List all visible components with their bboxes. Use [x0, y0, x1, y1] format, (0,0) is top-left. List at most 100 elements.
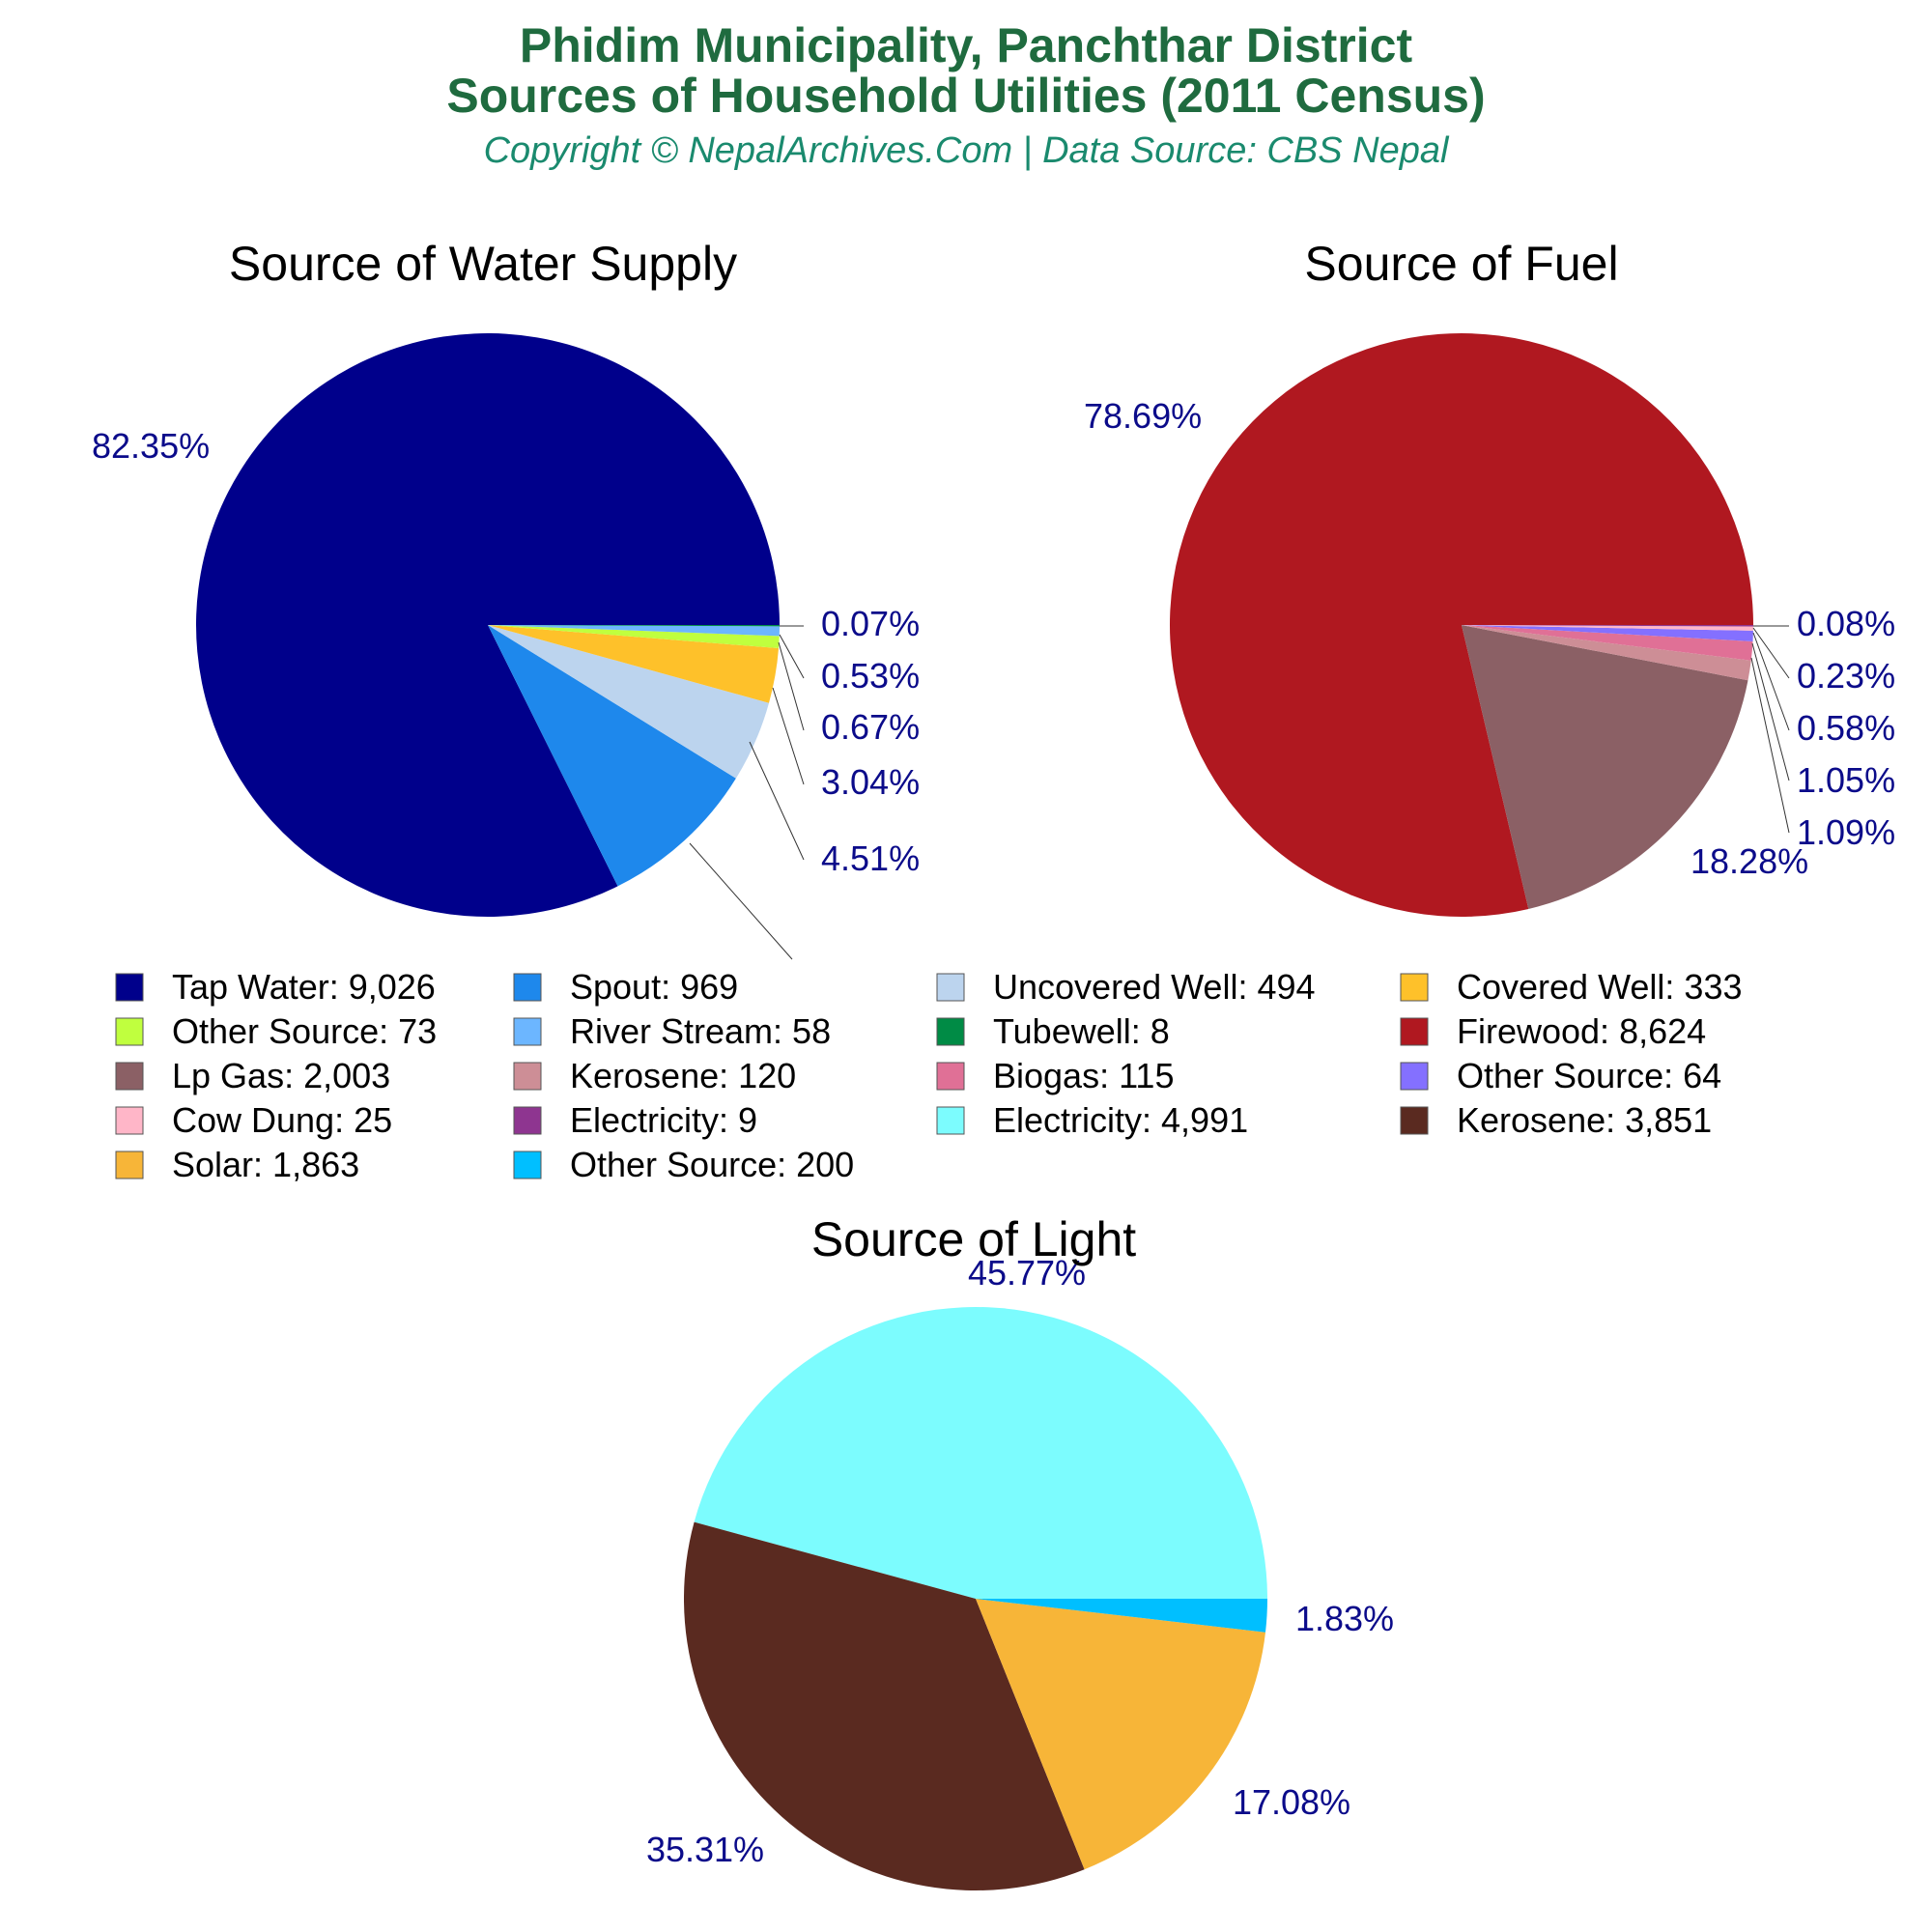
leader-line — [1750, 657, 1790, 834]
pie-slice-cow-dung — [1462, 625, 1753, 631]
pie-title: Source of Light — [811, 1212, 1136, 1266]
legend-swatch — [513, 1151, 542, 1179]
legend-swatch — [115, 1062, 144, 1091]
pie-slice-electricity — [694, 1306, 1267, 1599]
subtitle: Copyright © NepalArchives.Com | Data Sou… — [483, 130, 1449, 171]
legend-item: Cow Dung: 25 — [115, 1100, 392, 1140]
legend-label: Other Source: 73 — [172, 1011, 437, 1051]
legend-item: Spout: 969 — [513, 967, 738, 1007]
legend-label: Kerosene: 3,851 — [1457, 1100, 1712, 1140]
pie-slice-electricity — [1462, 625, 1754, 627]
leader-line — [1752, 627, 1790, 679]
pie-chart-3: 45.77% 35.31% 17.08% 1.83% Source of Light — [646, 1212, 1394, 1891]
slice-percent-label: 0.67% — [821, 707, 920, 747]
legend-label: Uncovered Well: 494 — [993, 967, 1316, 1007]
legend-label: Other Source: 200 — [570, 1145, 854, 1184]
legend-swatch — [513, 1106, 542, 1135]
legend-item: Kerosene: 3,851 — [1400, 1100, 1712, 1140]
pie-slice-other-source — [1462, 625, 1753, 641]
slice-percent-label: 0.53% — [821, 656, 920, 696]
leader-line — [1752, 632, 1790, 731]
legend-item: Solar: 1,863 — [115, 1145, 359, 1184]
pie-slice-tubewell — [488, 625, 781, 627]
legend-item: Electricity: 4,991 — [936, 1100, 1248, 1140]
legend-item: Electricity: 9 — [513, 1100, 757, 1140]
pie-chart-2: 78.69% 18.28%1.09% 1.05% 0.58% 0.23% 0.08% Sou… — [1084, 237, 1895, 918]
legend-swatch — [1400, 1017, 1429, 1046]
pie-slice-covered-well — [488, 625, 780, 703]
legend-label: Biogas: 115 — [993, 1056, 1174, 1095]
slice-percent-label: 17.08% — [1233, 1782, 1350, 1822]
legend-label: Lp Gas: 2,003 — [172, 1056, 390, 1095]
legend-item: Tubewell: 8 — [936, 1011, 1170, 1051]
legend-swatch — [1400, 1062, 1429, 1091]
legend-label: Electricity: 9 — [570, 1100, 757, 1140]
pie-slice-spout — [488, 625, 736, 887]
slice-percent-label: 1.83% — [1295, 1599, 1394, 1638]
legend-label: Other Source: 64 — [1457, 1056, 1721, 1095]
legend-item: Other Source: 200 — [513, 1145, 854, 1184]
slice-percent-label: 0.07% — [821, 604, 920, 643]
legend-item: Uncovered Well: 494 — [936, 967, 1316, 1007]
leader-line — [1751, 642, 1790, 781]
legend-item: Biogas: 115 — [936, 1056, 1174, 1095]
slice-percent-label: 18.28% — [1690, 841, 1808, 881]
pie-title: Source of Fuel — [1304, 237, 1618, 291]
slice-percent-label: 0.23% — [1797, 656, 1895, 696]
legend-label: Firewood: 8,624 — [1457, 1011, 1706, 1051]
pie-slice-lp-gas — [1462, 625, 1748, 909]
legend-label: Tubewell: 8 — [993, 1011, 1170, 1051]
slice-percent-label: 35.31% — [646, 1830, 764, 1869]
slice-percent-label: 1.05% — [1797, 760, 1895, 800]
slice-percent-label: 82.35% — [92, 426, 210, 466]
slice-percent-label: 1.09% — [1797, 812, 1895, 852]
slice-percent-label: 0.08% — [1797, 604, 1895, 643]
pie-slice-firewood — [1170, 333, 1753, 918]
legend-item: Lp Gas: 2,003 — [115, 1056, 390, 1095]
legend-swatch — [1400, 973, 1429, 1002]
legend-item: Other Source: 73 — [115, 1011, 437, 1051]
legend-swatch — [936, 1017, 965, 1046]
legend-swatch — [115, 1106, 144, 1135]
pie-slice-other-source — [976, 1599, 1267, 1633]
legend: Tap Water: 9,026 Spout: 969 Uncovered Well… — [115, 967, 1743, 1184]
legend-item: Covered Well: 333 — [1400, 967, 1743, 1007]
legend-swatch — [513, 1017, 542, 1046]
legend-label: Covered Well: 333 — [1457, 967, 1743, 1007]
pie-slice-river-stream — [488, 625, 780, 637]
pie-title: Source of Water Supply — [229, 237, 737, 291]
legend-item: River Stream: 58 — [513, 1011, 831, 1051]
slice-percent-label: 0.58% — [1797, 708, 1895, 748]
legend-item: Tap Water: 9,026 — [115, 967, 436, 1007]
leader-line — [772, 687, 805, 785]
slice-percent-label: 4.51% — [821, 838, 920, 878]
legend-label: River Stream: 58 — [570, 1011, 831, 1051]
pie-slice-biogas — [1462, 625, 1753, 661]
pie-slice-tap-water — [195, 332, 781, 917]
legend-item: Firewood: 8,624 — [1400, 1011, 1706, 1051]
legend-item: Kerosene: 120 — [513, 1056, 796, 1095]
legend-swatch — [936, 973, 965, 1002]
legend-swatch — [936, 1106, 965, 1135]
legend-item: Other Source: 64 — [1400, 1056, 1721, 1095]
legend-label: Cow Dung: 25 — [172, 1100, 392, 1140]
legend-label: Kerosene: 120 — [570, 1056, 796, 1095]
legend-label: Solar: 1,863 — [172, 1145, 359, 1184]
legend-swatch — [115, 973, 144, 1002]
pie-slice-kerosene — [683, 1521, 1085, 1891]
legend-label: Tap Water: 9,026 — [172, 967, 436, 1007]
legend-swatch — [513, 973, 542, 1002]
leader-line — [749, 741, 805, 861]
legend-swatch — [115, 1151, 144, 1179]
main-title-line2: Sources of Household Utilities (2011 Cen… — [446, 69, 1486, 123]
leader-line — [778, 641, 805, 731]
pie-chart-1: 82.35% 4.51% 3.04% 0.67% 0.53% 0.07% Source of… — [92, 237, 920, 960]
pie-slice-other-source — [488, 625, 780, 649]
legend-swatch — [1400, 1106, 1429, 1135]
legend-label: Electricity: 4,991 — [993, 1100, 1248, 1140]
pie-slice-uncovered-well — [488, 625, 770, 779]
leader-line — [779, 634, 805, 679]
slice-percent-label: 78.69% — [1084, 396, 1202, 436]
pie-slice-solar — [976, 1599, 1265, 1870]
leader-line — [689, 842, 793, 960]
